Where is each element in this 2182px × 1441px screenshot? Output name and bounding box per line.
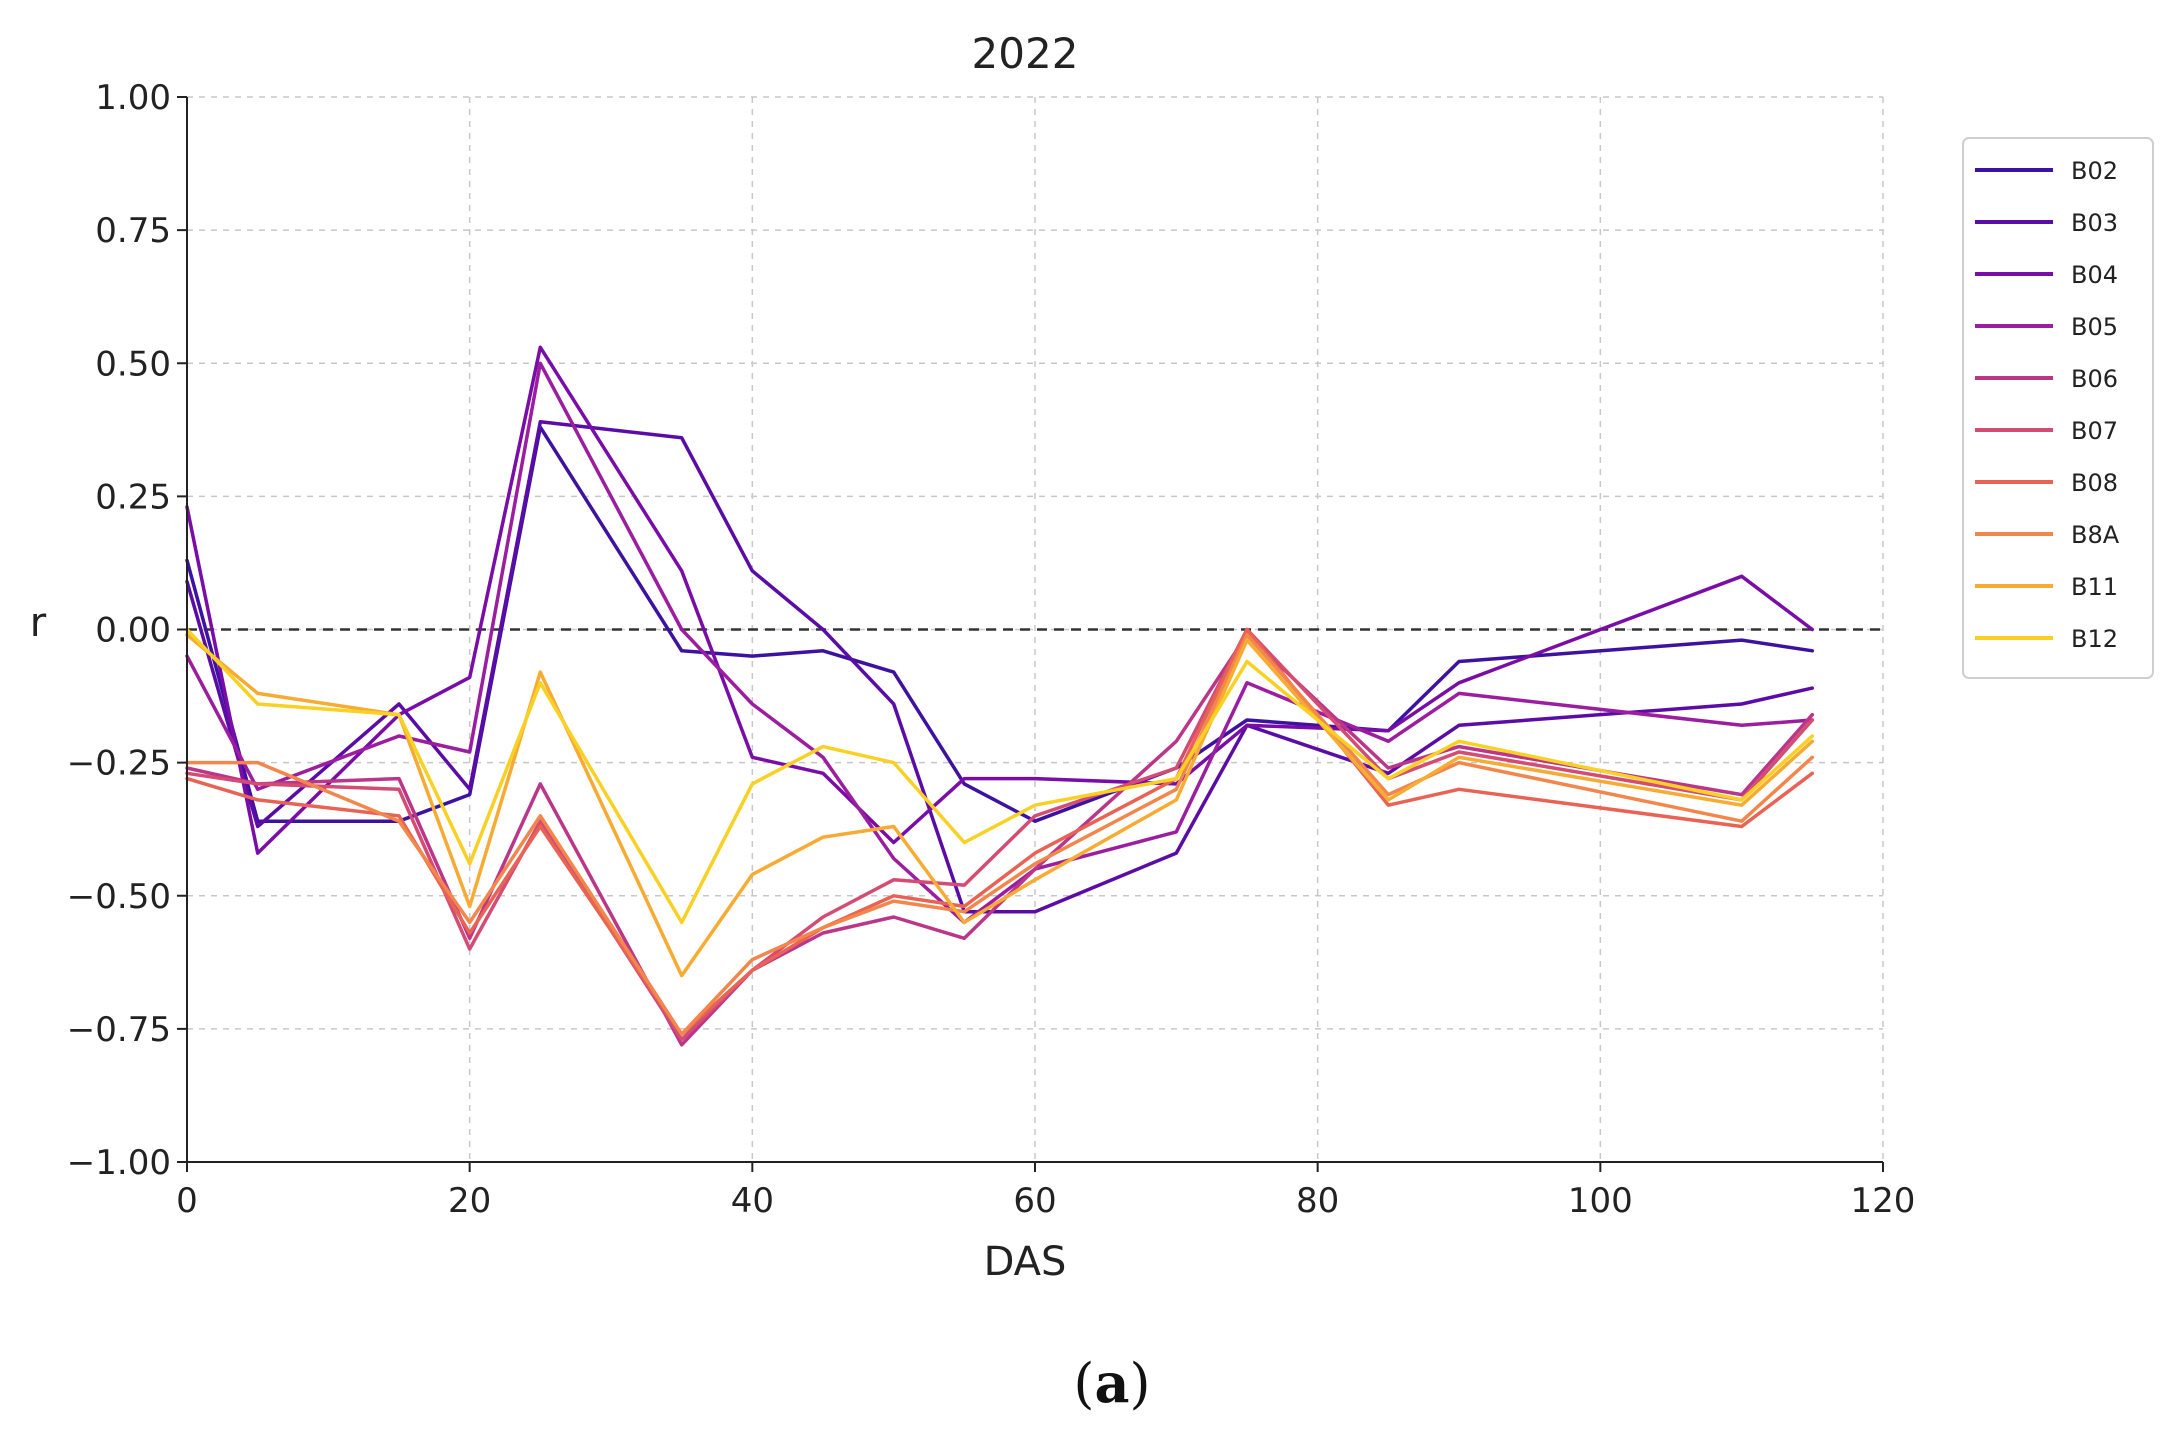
- legend-label: B02: [2071, 157, 2118, 185]
- legend-item-b08: B08: [1975, 469, 2118, 497]
- legend-label: B8A: [2071, 521, 2120, 549]
- legend-item-b05: B05: [1975, 313, 2118, 341]
- x-tick-label: 40: [731, 1181, 774, 1221]
- legend-item-b8a: B8A: [1975, 521, 2120, 549]
- x-axis-title: DAS: [984, 1239, 1067, 1285]
- series-line-b12: [185, 627, 1815, 925]
- series-line-b06: [185, 633, 1815, 1047]
- series-line-b08: [185, 627, 1815, 1036]
- legend-label: B07: [2071, 417, 2118, 445]
- series-line-b8a: [185, 633, 1815, 1036]
- y-tick-label: −0.50: [67, 877, 171, 917]
- legend-item-b06: B06: [1975, 365, 2118, 393]
- y-tick-label: −0.25: [67, 744, 171, 784]
- caption-letter: a: [1095, 1351, 1130, 1415]
- caption-close-paren: ): [1130, 1352, 1151, 1415]
- series-lines: [185, 345, 1815, 1047]
- x-tick-label: 80: [1296, 1181, 1339, 1221]
- series-line-b04: [185, 345, 1815, 855]
- y-tick-labels: −1.00 −0.75 −0.50 −0.25 0.00 0.25 0.50 0.75 1.00: [67, 78, 171, 1183]
- legend-label: B06: [2071, 365, 2118, 393]
- caption-open-paren: (: [1073, 1352, 1094, 1415]
- y-tick-label: 0.50: [95, 344, 171, 384]
- legend: B02 B03 B04 B05 B06 B07 B08 B8A B11 B12: [1962, 137, 2154, 679]
- legend-label: B04: [2071, 261, 2118, 289]
- axes: [177, 96, 1884, 1172]
- y-tick-label: 0.00: [95, 611, 171, 651]
- series-line-b11: [185, 633, 1815, 978]
- y-tick-label: 0.75: [95, 211, 171, 251]
- legend-item-b12: B12: [1975, 625, 2118, 653]
- series-line-b07: [185, 627, 1815, 1042]
- chart-title: 2022: [972, 29, 1079, 78]
- x-tick-label: 100: [1568, 1181, 1633, 1221]
- x-tick-label: 120: [1851, 1181, 1916, 1221]
- legend-item-b11: B11: [1975, 573, 2118, 601]
- legend-label: B11: [2071, 573, 2118, 601]
- x-tick-label: 60: [1013, 1181, 1056, 1221]
- legend-item-b07: B07: [1975, 417, 2118, 445]
- legend-item-b02: B02: [1975, 157, 2118, 185]
- y-axis-title: r: [30, 600, 47, 646]
- legend-label: B12: [2071, 625, 2118, 653]
- legend-label: B05: [2071, 313, 2118, 341]
- y-tick-label: −1.00: [67, 1143, 171, 1183]
- x-tick-labels: 0 20 40 60 80 100 120: [176, 1181, 1915, 1221]
- legend-label: B03: [2071, 209, 2118, 237]
- legend-label: B08: [2071, 469, 2118, 497]
- y-tick-label: −0.75: [67, 1010, 171, 1050]
- y-tick-label: 0.25: [95, 477, 171, 517]
- y-tick-label: 1.00: [95, 78, 171, 118]
- series-line-b03: [185, 420, 1815, 914]
- legend-box: [1962, 137, 2154, 679]
- grid: [187, 96, 1884, 1163]
- legend-item-b04: B04: [1975, 261, 2118, 289]
- x-tick-label: 20: [448, 1181, 491, 1221]
- x-tick-label: 0: [176, 1181, 198, 1221]
- series-line-b05: [185, 361, 1815, 925]
- legend-item-b03: B03: [1975, 209, 2118, 237]
- series-line-b02: [185, 425, 1815, 823]
- figure-caption: (a): [1073, 1351, 1150, 1415]
